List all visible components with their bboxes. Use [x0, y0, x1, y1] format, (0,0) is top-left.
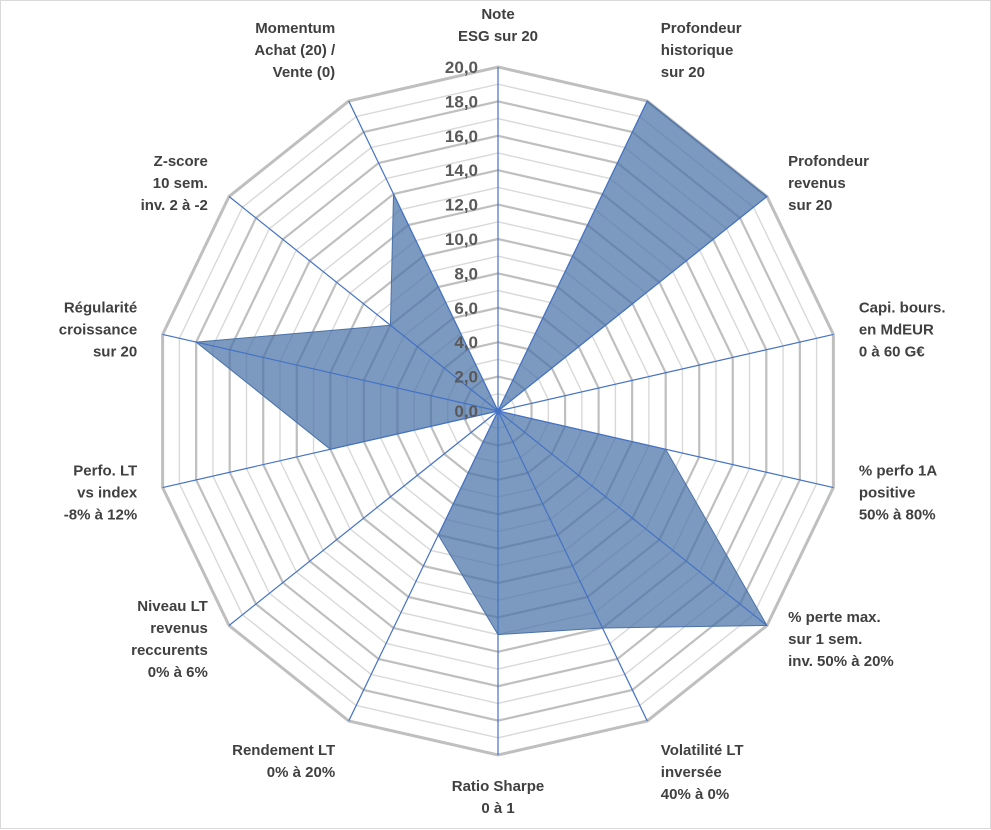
- axis-spoke: [228, 410, 499, 626]
- category-label-line: % perfo 1A: [859, 462, 938, 479]
- axis-spoke: [497, 333, 834, 412]
- tick-label: 4,0: [454, 333, 478, 352]
- axis-spoke: [497, 196, 768, 412]
- category-label-line: Niveau LT: [137, 598, 208, 615]
- category-label-line: inversée: [661, 764, 722, 781]
- category-label-line: 50% à 80%: [859, 506, 936, 523]
- category-label: % perte max. sur 1 sem. inv. 50% à 20%: [788, 609, 894, 670]
- tick-label: 0,0: [454, 402, 478, 421]
- category-label: Niveau LT revenus reccurents 0% à 6%: [131, 598, 208, 681]
- category-label-line: Momentum: [255, 20, 335, 37]
- tick-label: 12,0: [445, 196, 478, 215]
- category-label-line: 40% à 0%: [661, 786, 729, 803]
- category-label: Volatilité LT inversée 40% à 0%: [661, 742, 744, 803]
- category-label-line: en MdEUR: [859, 322, 934, 339]
- category-label: Régularité croissance sur 20: [59, 300, 137, 361]
- tick-label: 20,0: [445, 58, 478, 77]
- category-label-line: Profondeur: [788, 153, 869, 170]
- category-label-line: Z-score: [154, 153, 208, 170]
- category-label-line: sur 20: [788, 197, 832, 214]
- category-label-line: 0 à 60 G€: [859, 344, 926, 361]
- category-label-line: Achat (20) /: [254, 42, 336, 59]
- axis-spoke: [497, 410, 648, 722]
- tick-label: 8,0: [454, 264, 478, 283]
- category-label-line: Note: [481, 6, 514, 23]
- category-label-line: Régularité: [64, 300, 137, 317]
- category-label-line: 0 à 1: [481, 800, 514, 817]
- tick-label: 6,0: [454, 299, 478, 318]
- category-label-line: revenus: [788, 175, 846, 192]
- axis-spoke: [348, 410, 499, 722]
- category-label-line: reccurents: [131, 642, 208, 659]
- axis-spoke: [497, 100, 648, 412]
- category-label-line: vs index: [77, 484, 138, 501]
- category-label-line: inv. 50% à 20%: [788, 653, 894, 670]
- tick-label: 16,0: [445, 127, 478, 146]
- category-label: Note ESG sur 20: [458, 6, 538, 45]
- category-label-line: sur 20: [661, 64, 705, 81]
- category-label: Z-score 10 sem. inv. 2 à -2: [141, 153, 208, 214]
- category-label-line: historique: [661, 42, 734, 59]
- category-label-line: sur 1 sem.: [788, 631, 862, 648]
- category-label-line: Ratio Sharpe: [452, 778, 545, 795]
- category-label-line: 0% à 20%: [267, 764, 335, 781]
- category-label-line: % perte max.: [788, 609, 881, 626]
- category-label-line: Perfo. LT: [73, 462, 137, 479]
- category-label-line: -8% à 12%: [64, 506, 137, 523]
- category-label-line: ESG sur 20: [458, 28, 538, 45]
- category-label: Ratio Sharpe 0 à 1: [452, 778, 545, 817]
- axis-spoke: [162, 410, 499, 489]
- category-label-line: inv. 2 à -2: [141, 197, 208, 214]
- category-label: Capi. bours. en MdEUR 0 à 60 G€: [859, 300, 946, 361]
- category-label-line: 10 sem.: [153, 175, 208, 192]
- category-label: Perfo. LT vs index -8% à 12%: [64, 462, 138, 523]
- axis-spoke: [162, 333, 499, 412]
- category-label-line: Rendement LT: [232, 742, 335, 759]
- category-label-line: Profondeur: [661, 20, 742, 37]
- axis-spoke: [348, 100, 499, 412]
- tick-label: 2,0: [454, 368, 478, 387]
- category-label-line: Vente (0): [273, 64, 336, 81]
- category-label-line: positive: [859, 484, 916, 501]
- axis-spoke: [497, 410, 768, 626]
- category-label-line: 0% à 6%: [148, 664, 208, 681]
- axis-spoke: [228, 196, 499, 412]
- category-label-line: croissance: [59, 322, 137, 339]
- category-label: Rendement LT 0% à 20%: [232, 742, 335, 781]
- category-label: % perfo 1A positive 50% à 80%: [859, 462, 938, 523]
- axis-spoke: [497, 410, 834, 489]
- category-label: Profondeur historique sur 20: [661, 20, 742, 81]
- tick-label: 14,0: [445, 161, 478, 180]
- category-label: Momentum Achat (20) / Vente (0): [254, 20, 336, 81]
- tick-label: 10,0: [445, 230, 478, 249]
- category-label-line: revenus: [150, 620, 208, 637]
- tick-label: 18,0: [445, 92, 478, 111]
- category-label-line: Capi. bours.: [859, 300, 946, 317]
- category-label-line: sur 20: [93, 344, 137, 361]
- category-label: Profondeur revenus sur 20: [788, 153, 869, 214]
- category-label-line: Volatilité LT: [661, 742, 744, 759]
